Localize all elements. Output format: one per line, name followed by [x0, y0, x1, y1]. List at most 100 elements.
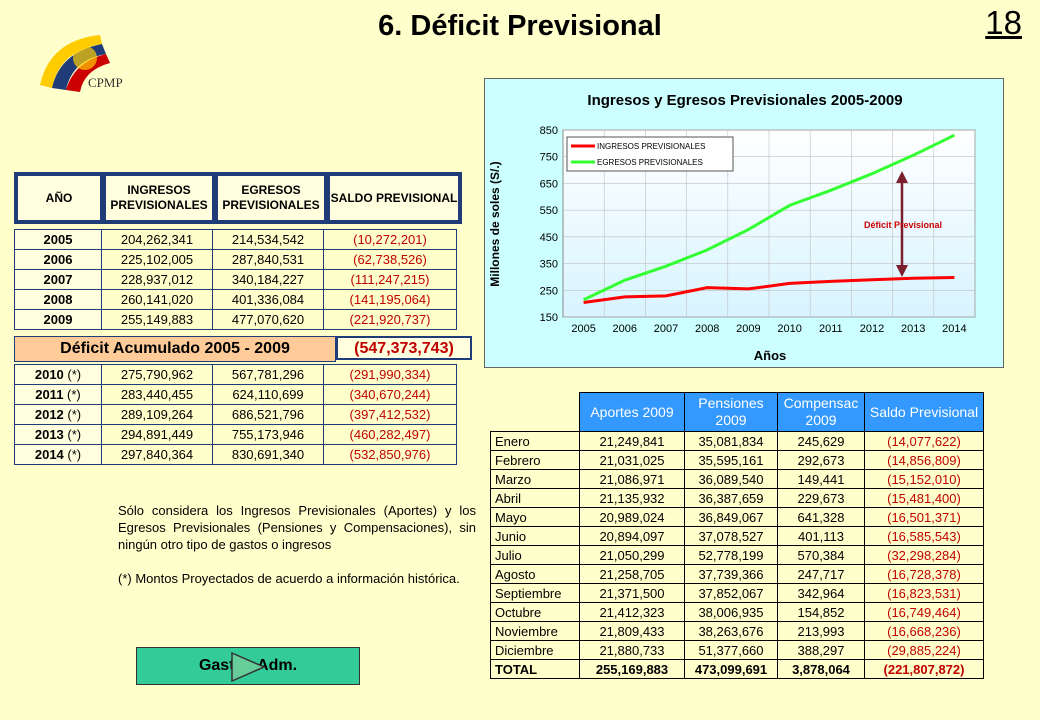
- x-tick-label: 2014: [942, 323, 966, 335]
- table-row: Mayo 20,989,024 36,849,067 641,328 (16,501,3…: [490, 507, 984, 527]
- table-row: 2010 (*) 275,790,962 567,781,296 (291,990,3…: [14, 364, 457, 385]
- ingresos-cell: 275,790,962: [101, 364, 213, 385]
- table-header-row: Aportes 2009 Pensiones 2009 Compensac 20…: [491, 392, 984, 432]
- egresos-cell: 624,110,699: [212, 384, 324, 405]
- ingresos-cell: 283,440,455: [101, 384, 213, 405]
- month-cell: TOTAL: [490, 659, 580, 679]
- aportes-cell: 21,809,433: [579, 621, 685, 641]
- aportes-cell: 21,880,733: [579, 640, 685, 660]
- x-tick-label: 2013: [901, 323, 925, 335]
- compensac-cell: 247,717: [777, 564, 865, 584]
- play-arrow-icon[interactable]: [230, 651, 266, 683]
- aportes-cell: 255,169,883: [579, 659, 685, 679]
- egresos-cell: 755,173,946: [212, 424, 324, 445]
- saldo-cell: (10,272,201): [323, 229, 457, 250]
- annotation-text: Déficit Previsional: [864, 220, 942, 230]
- table-row: Febrero 21,031,025 35,595,161 292,673 (14,85…: [490, 450, 984, 470]
- x-tick-label: 2012: [860, 323, 884, 335]
- chart-title: Ingresos y Egresos Previsionales 2005-20…: [587, 92, 902, 109]
- table-row: Agosto 21,258,705 37,739,366 247,717 (16,728…: [490, 564, 984, 584]
- pensiones-cell: 51,377,660: [684, 640, 778, 660]
- year-cell: 2012 (*): [14, 404, 102, 425]
- chart-frame: Ingresos y Egresos Previsionales 2005-20…: [484, 78, 1004, 368]
- saldo-cell: (15,152,010): [864, 469, 984, 489]
- ingresos-cell: 294,891,449: [101, 424, 213, 445]
- compensac-cell: 3,878,064: [777, 659, 865, 679]
- x-tick-label: 2007: [654, 323, 678, 335]
- ingresos-cell: 289,109,264: [101, 404, 213, 425]
- table-row: Junio 20,894,097 37,078,527 401,113 (16,585,…: [490, 526, 984, 546]
- header-compensac: Compensac 2009: [777, 392, 865, 432]
- header-egresos: EGRESOS PREVISIONALES: [218, 176, 324, 220]
- logo-text: CPMP: [88, 75, 123, 90]
- y-tick-label: 250: [540, 285, 558, 297]
- egresos-cell: 477,070,620: [212, 309, 324, 330]
- aportes-cell: 20,894,097: [579, 526, 685, 546]
- aportes-cell: 20,989,024: [579, 507, 685, 527]
- header-pensiones: Pensiones 2009: [684, 392, 778, 432]
- y-ticks: 150 250 350 450 550 650 750 850: [540, 125, 558, 324]
- page-number: 18: [985, 4, 1022, 41]
- table-row: Marzo 21,086,971 36,089,540 149,441 (15,152,…: [490, 469, 984, 489]
- aportes-cell: 21,135,932: [579, 488, 685, 508]
- month-cell: Marzo: [490, 469, 580, 489]
- aportes-cell: 21,412,323: [579, 602, 685, 622]
- compensac-cell: 401,113: [777, 526, 865, 546]
- egresos-cell: 287,840,531: [212, 249, 324, 270]
- egresos-cell: 567,781,296: [212, 364, 324, 385]
- saldo-cell: (16,585,543): [864, 526, 984, 546]
- table-row: 2008 260,141,020 401,336,084 (141,195,064): [14, 289, 457, 310]
- y-tick-label: 550: [540, 205, 558, 217]
- table-row: Abril 21,135,932 36,387,659 229,673 (15,481,…: [490, 488, 984, 508]
- saldo-cell: (14,856,809): [864, 450, 984, 470]
- table-row: 2014 (*) 297,840,364 830,691,340 (532,850,9…: [14, 444, 457, 465]
- pensiones-cell: 38,006,935: [684, 602, 778, 622]
- month-cell: Diciembre: [490, 640, 580, 660]
- egresos-cell: 214,534,542: [212, 229, 324, 250]
- year-cell: 2006: [14, 249, 102, 270]
- compensac-cell: 213,993: [777, 621, 865, 641]
- month-cell: Abril: [490, 488, 580, 508]
- series-line-1: [582, 133, 956, 302]
- table-row: 2012 (*) 289,109,264 686,521,796 (397,412,5…: [14, 404, 457, 425]
- saldo-cell: (29,885,224): [864, 640, 984, 660]
- aportes-cell: 21,031,025: [579, 450, 685, 470]
- x-tick-label: 2009: [736, 323, 760, 335]
- x-ticks: 2005 2006 2007 2008 2009 2010 2011 2012 2013 2014: [571, 323, 966, 335]
- accumulated-value: (547,373,743): [336, 336, 472, 360]
- saldo-cell: (16,749,464): [864, 602, 984, 622]
- egresos-cell: 401,336,084: [212, 289, 324, 310]
- ingresos-cell: 225,102,005: [101, 249, 213, 270]
- month-cell: Enero: [490, 431, 580, 451]
- month-cell: Junio: [490, 526, 580, 546]
- x-tick-label: 2008: [695, 323, 719, 335]
- compensac-cell: 641,328: [777, 507, 865, 527]
- projection-note: (*) Montos Proyectados de acuerdo a info…: [118, 571, 460, 586]
- header-saldo: Saldo Previsional: [864, 392, 984, 432]
- saldo-cell: (221,920,737): [323, 309, 457, 330]
- aportes-cell: 21,258,705: [579, 564, 685, 584]
- table-row: Noviembre 21,809,433 38,263,676 213,993 (16,…: [490, 621, 984, 641]
- saldo-cell: (532,850,976): [323, 444, 457, 465]
- table-row: 2009 255,149,883 477,070,620 (221,920,737): [14, 309, 457, 330]
- saldo-cell: (15,481,400): [864, 488, 984, 508]
- y-tick-label: 150: [540, 312, 558, 324]
- saldo-cell: (141,195,064): [323, 289, 457, 310]
- header-ingresos: INGRESOS PREVISIONALES: [106, 176, 212, 220]
- compensac-cell: 570,384: [777, 545, 865, 565]
- ingresos-cell: 260,141,020: [101, 289, 213, 310]
- table-row: 2007 228,937,012 340,184,227 (111,247,215): [14, 269, 457, 290]
- saldo-cell: (32,298,284): [864, 545, 984, 565]
- y-tick-label: 850: [540, 125, 558, 137]
- year-cell: 2008: [14, 289, 102, 310]
- ingresos-cell: 297,840,364: [101, 444, 213, 465]
- header-saldo: SALDO PREVISIONAL: [330, 176, 458, 220]
- egresos-cell: 830,691,340: [212, 444, 324, 465]
- saldo-cell: (460,282,497): [323, 424, 457, 445]
- annual-table-header: AÑO INGRESOS PREVISIONALES EGRESOS PREVI…: [14, 172, 462, 224]
- pensiones-cell: 37,852,067: [684, 583, 778, 603]
- month-cell: Octubre: [490, 602, 580, 622]
- y-tick-label: 650: [540, 178, 558, 190]
- compensac-cell: 149,441: [777, 469, 865, 489]
- aportes-cell: 21,249,841: [579, 431, 685, 451]
